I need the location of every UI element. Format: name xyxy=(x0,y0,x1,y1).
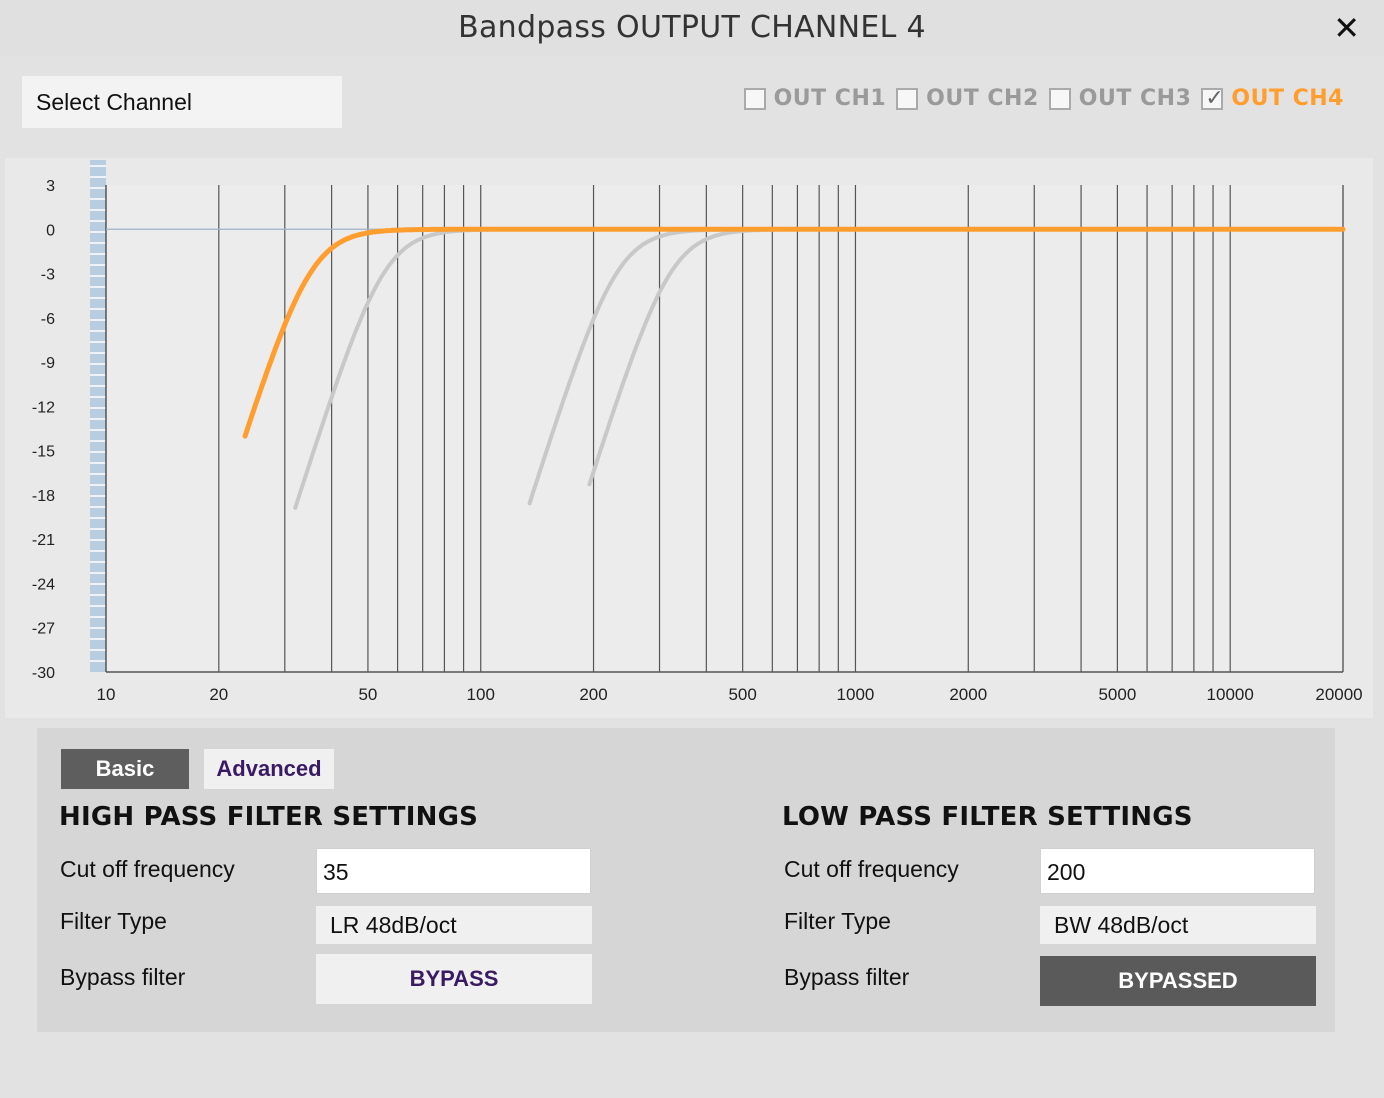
y-tick-label: -12 xyxy=(32,399,55,416)
x-tick-label: 50 xyxy=(358,685,377,704)
lp-bypassed-button[interactable]: BYPASSED xyxy=(1040,956,1316,1006)
lp-cutoff-input[interactable]: 200 xyxy=(1040,848,1315,894)
frequency-response-graph: 3 0 -3 -6 -9 -12 -15 -18 -21 -24 -27 -30 10 20 50 100 20… xyxy=(5,158,1373,718)
checkbox-checked-icon[interactable] xyxy=(1201,85,1224,111)
channel-label: OUT CH1 xyxy=(773,86,887,111)
title-bar: Bandpass OUTPUT CHANNEL 4 ✕ xyxy=(0,0,1384,56)
response-chart: 3 0 -3 -6 -9 -12 -15 -18 -21 -24 -27 -30 10 20 50 100 20… xyxy=(32,160,1363,704)
hp-filter-type-select[interactable]: LR 48dB/oct xyxy=(316,906,592,944)
hp-cutoff-label: Cut off frequency xyxy=(60,856,235,882)
tab-advanced[interactable]: Advanced xyxy=(204,749,334,789)
x-tick-label: 20000 xyxy=(1315,685,1362,704)
y-tick-label: -21 xyxy=(32,532,55,549)
channel-checkbox-ch4[interactable]: OUT CH4 xyxy=(1201,85,1344,111)
low-pass-title: LOW PASS FILTER SETTINGS xyxy=(782,802,1193,832)
y-scale-strip xyxy=(90,160,106,672)
hp-bypass-label: Bypass filter xyxy=(60,964,186,990)
hp-type-label: Filter Type xyxy=(60,908,167,934)
active-response-curve xyxy=(242,226,1346,439)
plot-area xyxy=(106,185,1343,672)
channel-checkbox-ch1[interactable]: OUT CH1 xyxy=(743,86,887,111)
hp-bypass-button[interactable]: BYPASS xyxy=(316,954,592,1004)
x-tick-label: 20 xyxy=(209,685,228,704)
y-tick-label: -18 xyxy=(32,488,55,505)
lp-bypass-label: Bypass filter xyxy=(784,964,910,990)
select-channel-dropdown[interactable]: Select Channel xyxy=(22,76,342,128)
channel-checkbox-group: OUT CH1 OUT CH2 OUT CH3 OUT CH4 xyxy=(734,85,1344,111)
lp-type-label: Filter Type xyxy=(784,908,891,934)
y-tick-label: 0 xyxy=(46,222,55,239)
channel-label: OUT CH2 xyxy=(926,86,1039,111)
channel-label: OUT CH3 xyxy=(1078,86,1192,111)
y-tick-label: 3 xyxy=(46,178,55,195)
channel-label: OUT CH4 xyxy=(1231,86,1344,111)
checkbox-icon[interactable] xyxy=(1048,87,1071,110)
filter-settings-panel: Basic Advanced HIGH PASS FILTER SETTINGS… xyxy=(37,728,1335,1032)
y-tick-label: -9 xyxy=(41,355,55,372)
y-tick-label: -15 xyxy=(32,444,55,461)
channel-checkbox-ch3[interactable]: OUT CH3 xyxy=(1048,86,1192,111)
checkbox-icon[interactable] xyxy=(743,87,766,110)
y-tick-label: -30 xyxy=(32,665,55,682)
y-tick-label: -6 xyxy=(41,311,55,328)
dialog-title: Bandpass OUTPUT CHANNEL 4 xyxy=(458,10,926,45)
x-tick-label: 1000 xyxy=(837,685,875,704)
channel-checkbox-ch2[interactable]: OUT CH2 xyxy=(896,86,1039,111)
x-tick-label: 10 xyxy=(97,685,116,704)
x-tick-label: 10000 xyxy=(1207,685,1254,704)
x-tick-label: 2000 xyxy=(949,685,987,704)
y-tick-label: -3 xyxy=(41,267,55,284)
lp-cutoff-label: Cut off frequency xyxy=(784,856,959,882)
x-tick-label: 200 xyxy=(579,685,607,704)
x-tick-label: 100 xyxy=(467,685,495,704)
y-tick-label: -27 xyxy=(32,621,55,638)
close-icon[interactable]: ✕ xyxy=(1333,10,1360,46)
checkbox-icon[interactable] xyxy=(896,87,919,110)
lp-filter-type-select[interactable]: BW 48dB/oct xyxy=(1040,906,1316,944)
x-tick-label: 5000 xyxy=(1098,685,1136,704)
x-tick-label: 500 xyxy=(728,685,756,704)
hp-cutoff-input[interactable]: 35 xyxy=(316,848,591,894)
tab-basic[interactable]: Basic xyxy=(61,749,189,789)
high-pass-title: HIGH PASS FILTER SETTINGS xyxy=(59,802,479,832)
y-tick-label: -24 xyxy=(32,576,55,593)
